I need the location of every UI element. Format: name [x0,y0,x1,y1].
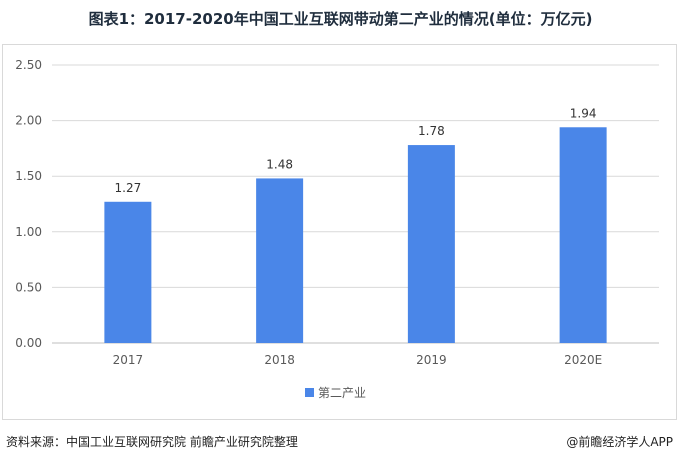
bar [256,178,304,343]
data-label: 1.78 [418,124,445,138]
data-label: 1.48 [266,157,293,171]
y-tick-label: 0.50 [15,280,42,294]
chart-title: 图表1：2017-2020年中国工业互联网带动第二产业的情况(单位：万亿元) [88,10,593,28]
x-tick-label: 2018 [264,353,295,367]
legend-label: 第二产业 [318,386,366,400]
x-tick-label: 2017 [113,353,144,367]
chart-frame [2,44,677,420]
data-label: 1.27 [115,181,142,195]
bar [407,145,455,343]
y-tick-label: 0.00 [15,336,42,350]
brand-watermark: @前瞻经济学人APP [566,435,673,449]
data-label: 1.94 [570,106,597,120]
bar [559,127,607,343]
y-tick-label: 2.00 [15,114,42,128]
x-tick-label: 2020E [564,353,602,367]
y-tick-label: 2.50 [15,58,42,72]
y-tick-label: 1.00 [15,225,42,239]
legend-swatch [305,388,314,397]
x-tick-label: 2019 [416,353,447,367]
y-tick-label: 1.50 [15,169,42,183]
source-note: 资料来源：中国工业互联网研究院 前瞻产业研究院整理 [6,435,298,449]
bar [104,201,152,343]
